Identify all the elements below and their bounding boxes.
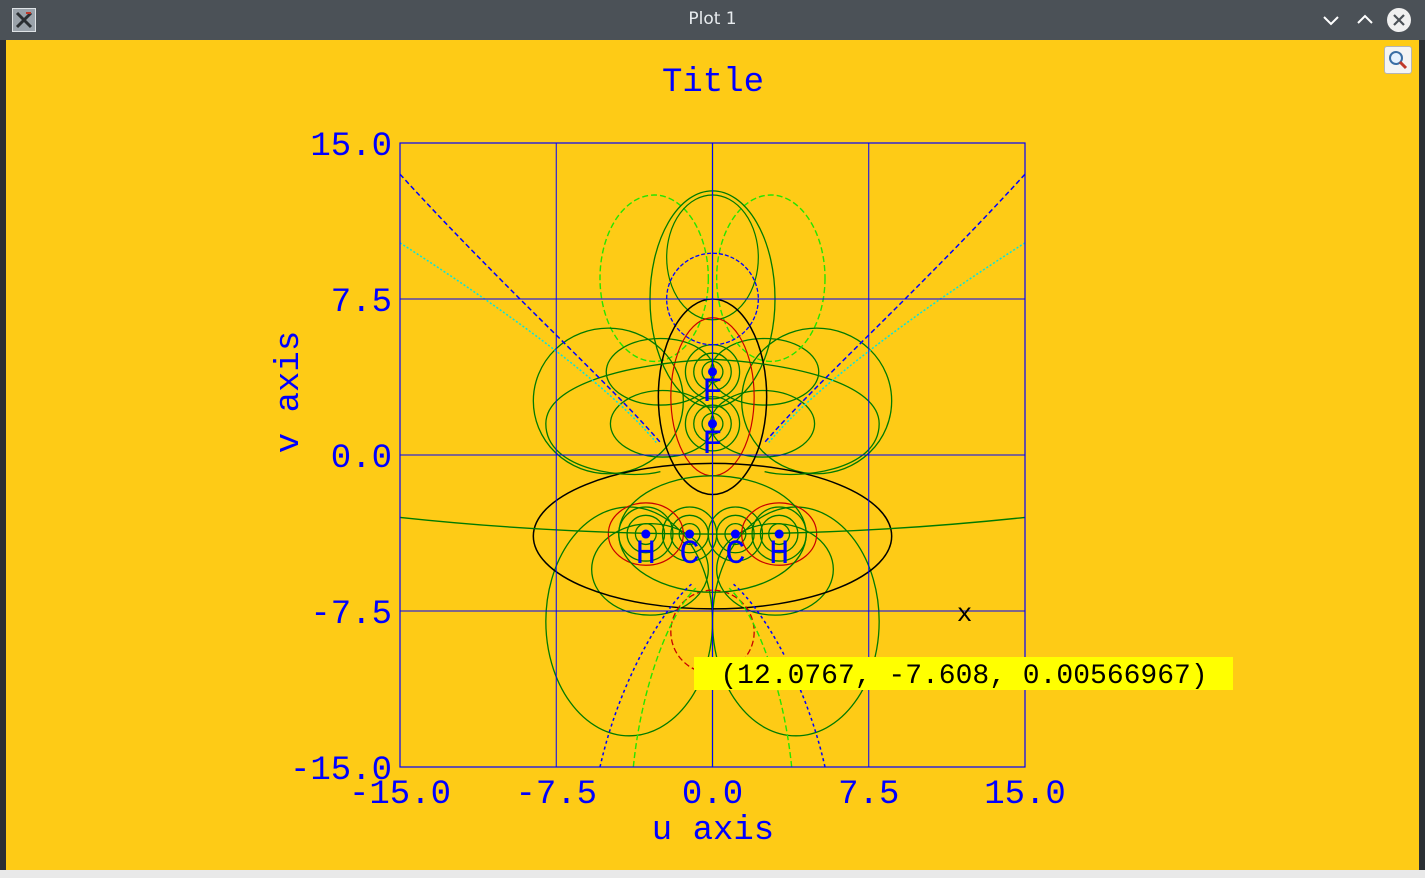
plot-canvas[interactable] [6,40,1419,870]
minimize-button[interactable] [1317,6,1345,34]
close-icon [1387,8,1411,32]
window-titlebar: Plot 1 [0,0,1425,40]
zoom-button[interactable] [1384,46,1412,74]
chevron-up-icon [1357,14,1373,24]
maximize-button[interactable] [1351,6,1379,34]
x11-logo-icon [15,11,33,29]
window-title: Plot 1 [688,9,737,29]
magnifier-icon [1389,51,1408,70]
app-icon [12,8,36,32]
close-button[interactable] [1385,6,1413,34]
bottom-strip [0,870,1425,878]
chevron-down-icon [1323,16,1339,26]
